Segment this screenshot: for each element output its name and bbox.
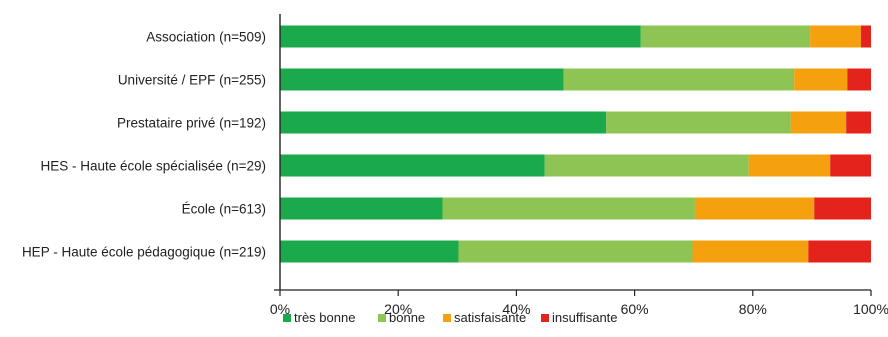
category-label: HEP - Haute école pédagogique (n=219) xyxy=(22,245,266,260)
bar-segment-1-4 xyxy=(860,25,871,48)
bar-segment-2-1 xyxy=(280,68,564,91)
category-label: École (n=613) xyxy=(182,202,266,217)
category-label: HES - Haute école spécialisée (n=29) xyxy=(41,159,267,174)
category-labels: Association (n=509) Université / EPF (n=2… xyxy=(22,30,266,260)
legend-label: bonne xyxy=(389,310,425,325)
bar-segment-2-2 xyxy=(563,68,795,91)
bar-segment-2-3 xyxy=(794,68,848,91)
bar-segment-1-3 xyxy=(810,25,861,48)
bar-segment-2-4 xyxy=(847,68,871,91)
category-label: Association (n=509) xyxy=(146,30,266,45)
bar-segment-5-3 xyxy=(694,197,815,220)
bar-segment-5-4 xyxy=(814,197,871,220)
bar-segment-3-3 xyxy=(790,111,847,134)
bar-segment-5-2 xyxy=(442,197,695,220)
x-tick-label: 80% xyxy=(739,301,767,317)
legend-swatch-2 xyxy=(378,314,386,322)
category-label: Prestataire privé (n=192) xyxy=(117,116,266,131)
bar-segment-4-3 xyxy=(748,154,831,177)
x-tick-labels: 0% 20% 40% 60% 80% 100% xyxy=(270,301,888,317)
legend-swatch-1 xyxy=(283,314,291,322)
bar-segment-6-4 xyxy=(808,240,871,263)
axes xyxy=(274,14,872,296)
bar-segment-4-2 xyxy=(544,154,749,177)
x-tick-label: 20% xyxy=(384,301,412,317)
x-tick-label: 40% xyxy=(502,301,530,317)
bar-segment-6-1 xyxy=(280,240,459,263)
bar-segment-1-1 xyxy=(280,25,641,48)
x-tick-label: 60% xyxy=(621,301,649,317)
category-label: Université / EPF (n=255) xyxy=(118,73,266,88)
bar-segment-3-2 xyxy=(606,111,791,134)
legend-swatch-4 xyxy=(541,314,549,322)
bar-segment-4-1 xyxy=(280,154,545,177)
legend-label: très bonne xyxy=(294,310,355,325)
bar-segment-3-4 xyxy=(846,111,871,134)
legend-swatch-3 xyxy=(443,314,451,322)
x-tick-label: 0% xyxy=(270,301,290,317)
bar-segment-5-1 xyxy=(280,197,443,220)
legend-label: insuffisante xyxy=(552,310,618,325)
bar-segment-1-2 xyxy=(640,25,811,48)
bar-segment-6-2 xyxy=(458,240,693,263)
legend: très bonne bonne satisfaisante insuffisante xyxy=(283,310,618,325)
bar-segment-4-4 xyxy=(830,154,871,177)
legend-label: satisfaisante xyxy=(454,310,526,325)
bar-segment-3-1 xyxy=(280,111,607,134)
bars-layer xyxy=(280,25,871,263)
x-tick-label: 100% xyxy=(853,301,888,317)
bar-segment-6-3 xyxy=(692,240,809,263)
